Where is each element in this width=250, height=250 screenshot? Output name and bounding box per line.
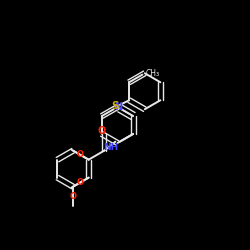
Text: O: O [76,150,84,159]
Text: NH: NH [103,143,118,152]
Text: O: O [70,192,76,201]
Text: O: O [98,126,106,136]
Text: N: N [114,102,122,112]
Text: O: O [76,178,84,187]
Text: S: S [111,101,118,111]
Text: CH₃: CH₃ [146,69,160,78]
